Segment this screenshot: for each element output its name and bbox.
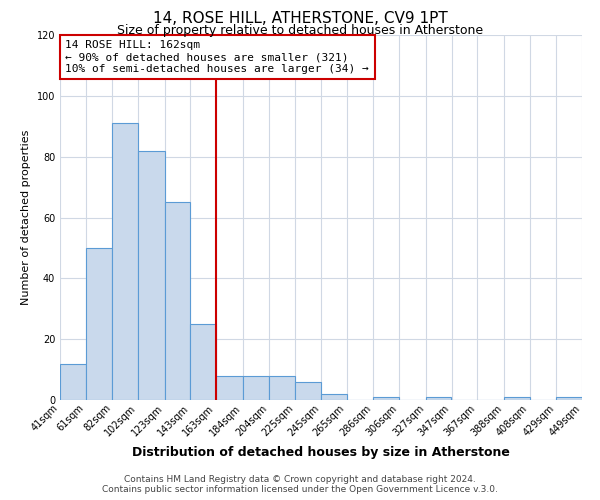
Text: Size of property relative to detached houses in Atherstone: Size of property relative to detached ho… <box>117 24 483 37</box>
Bar <box>243 376 269 400</box>
Bar <box>504 397 530 400</box>
Text: 14 ROSE HILL: 162sqm
← 90% of detached houses are smaller (321)
10% of semi-deta: 14 ROSE HILL: 162sqm ← 90% of detached h… <box>65 40 369 74</box>
Bar <box>60 364 86 400</box>
Bar <box>295 382 321 400</box>
Bar <box>321 394 347 400</box>
X-axis label: Distribution of detached houses by size in Atherstone: Distribution of detached houses by size … <box>132 446 510 459</box>
Bar <box>269 376 295 400</box>
Bar <box>112 123 138 400</box>
Y-axis label: Number of detached properties: Number of detached properties <box>21 130 31 305</box>
Text: 14, ROSE HILL, ATHERSTONE, CV9 1PT: 14, ROSE HILL, ATHERSTONE, CV9 1PT <box>152 11 448 26</box>
Bar <box>138 150 165 400</box>
Text: Contains HM Land Registry data © Crown copyright and database right 2024.
Contai: Contains HM Land Registry data © Crown c… <box>102 474 498 494</box>
Bar <box>556 397 582 400</box>
Bar <box>216 376 243 400</box>
Bar <box>373 397 399 400</box>
Bar <box>426 397 451 400</box>
Bar <box>165 202 190 400</box>
Bar <box>86 248 112 400</box>
Bar <box>190 324 216 400</box>
